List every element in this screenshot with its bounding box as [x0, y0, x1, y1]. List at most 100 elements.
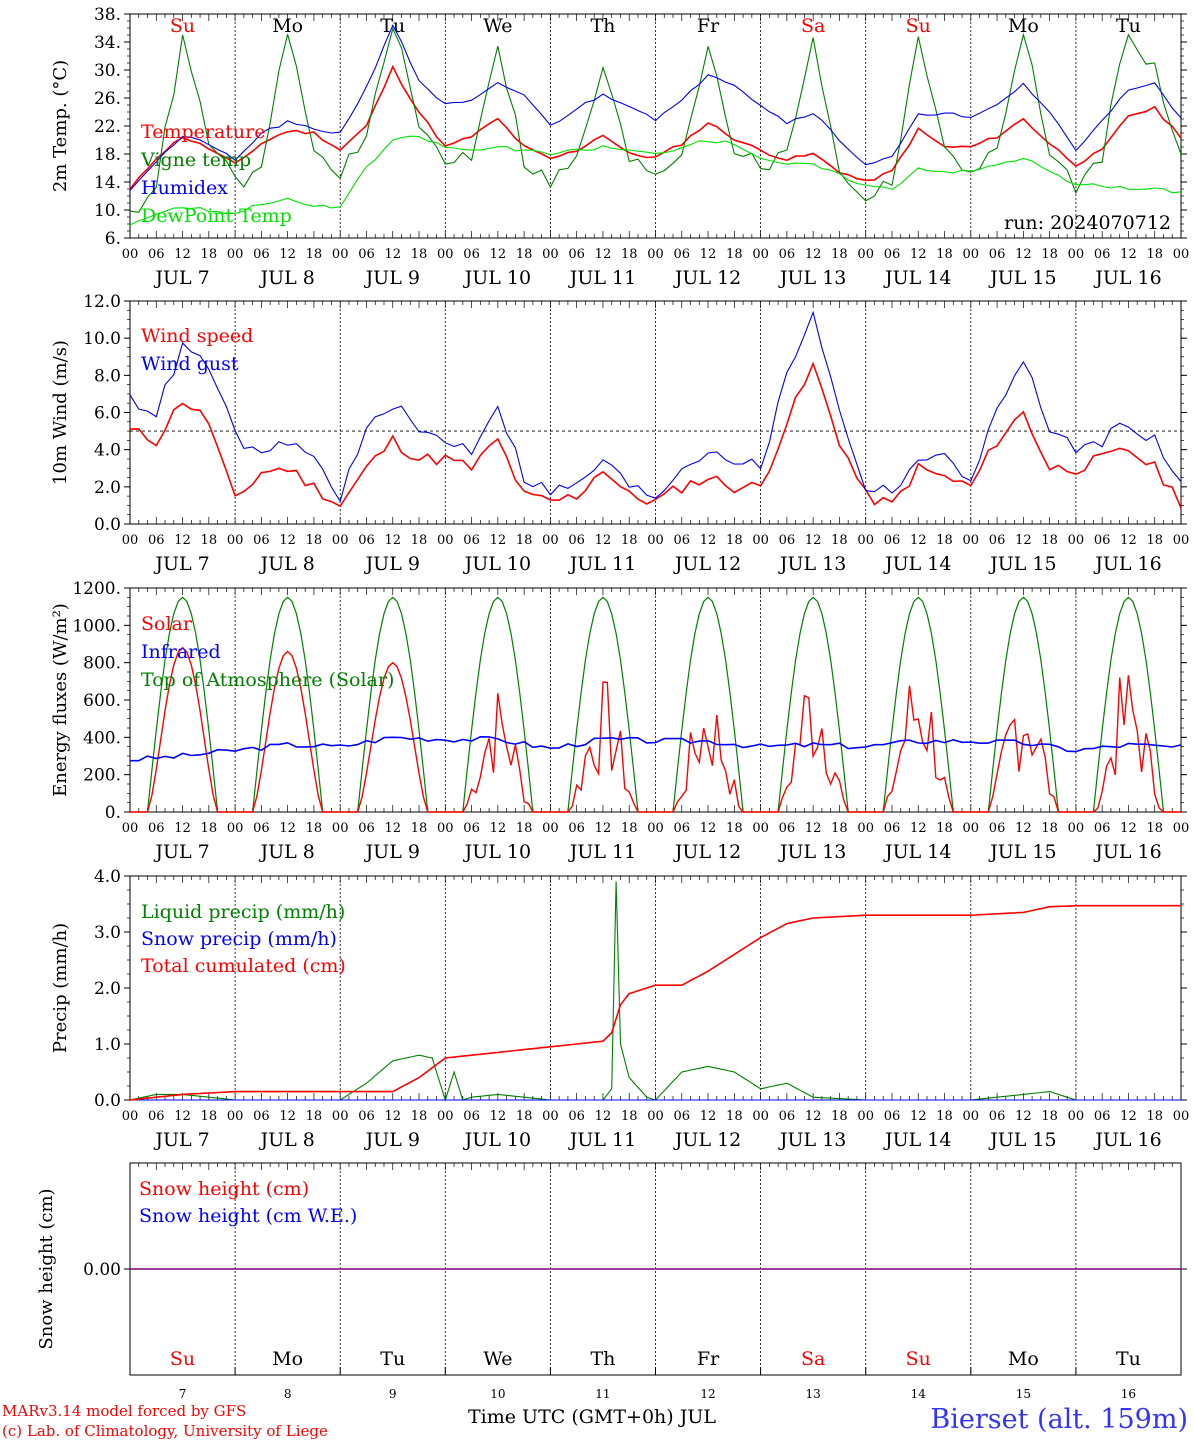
- energy-date-label: JUL 11: [568, 841, 636, 863]
- wind-ytick-label: 4.0: [94, 441, 121, 461]
- precip-hour-label: 18: [411, 1109, 428, 1124]
- energy-hour-label: 12: [805, 821, 822, 836]
- precip-date-label: JUL 11: [568, 1129, 636, 1151]
- wind-hour-label: 06: [779, 533, 796, 548]
- wind-hour-label: 06: [358, 533, 375, 548]
- energy-hour-label: 18: [831, 821, 848, 836]
- wind-hour-label: 06: [884, 533, 901, 548]
- snow-date-label: 8: [284, 1387, 292, 1401]
- energy-hour-label: 00: [542, 821, 559, 836]
- snow-date-label: 11: [595, 1387, 610, 1401]
- temp-hour-label: 00: [857, 247, 874, 262]
- energy-hour-label: 00: [122, 821, 139, 836]
- temp-day-name: Fr: [697, 15, 720, 37]
- temp-ytick-label: 10.: [94, 201, 121, 221]
- energy-hour-label: 06: [148, 821, 165, 836]
- precip-hour-label: 18: [306, 1109, 323, 1124]
- snow-day-name: Fr: [697, 1348, 720, 1370]
- temp-legend-temperature: Temperature: [141, 121, 265, 143]
- wind-date-label: JUL 13: [778, 553, 846, 575]
- precip-hour-label: 18: [621, 1109, 638, 1124]
- temp-date-label: JUL 16: [1093, 267, 1161, 289]
- wind-hour-label: 18: [516, 533, 533, 548]
- wind-hour-label: 12: [174, 533, 191, 548]
- precip-hour-label: 12: [384, 1109, 401, 1124]
- wind-date-label: JUL 11: [568, 553, 636, 575]
- precip-hour-label: 00: [1068, 1109, 1085, 1124]
- wind-ytick-label: 8.0: [94, 366, 121, 386]
- wind-hour-label: 06: [463, 533, 480, 548]
- wind-date-label: JUL 14: [883, 553, 951, 575]
- precip-hour-label: 00: [542, 1109, 559, 1124]
- temp-hour-label: 12: [700, 247, 717, 262]
- wind-date-label: JUL 15: [988, 553, 1056, 575]
- precip-hour-label: 00: [437, 1109, 454, 1124]
- energy-hour-label: 00: [963, 821, 980, 836]
- temp-hour-label: 00: [437, 247, 454, 262]
- precip-series-total-cumulated-cm-: [129, 904, 1181, 1101]
- wind-hour-label: 06: [253, 533, 270, 548]
- wind-date-label: JUL 10: [463, 553, 531, 575]
- wind-hour-label: 12: [490, 533, 507, 548]
- wind-hour-label: 12: [700, 533, 717, 548]
- snow-date-label: 14: [911, 1387, 927, 1401]
- temp-hour-label: 06: [989, 247, 1006, 262]
- wind-hour-label: 06: [148, 533, 165, 548]
- precip-date-label: JUL 8: [258, 1129, 314, 1151]
- temp-series-vigne-temp: [129, 27, 1182, 213]
- wind-panel: 0.0 2.0 4.0 6.0 8.0 10.0 12.0 10m Wind (m/s) 00 0…: [50, 292, 1189, 575]
- temp-hour-label: 18: [936, 247, 953, 262]
- temp-day-name: Su: [170, 15, 195, 37]
- energy-hour-label: 18: [516, 821, 533, 836]
- temp-hour-label: 06: [1094, 247, 1111, 262]
- snow-legend-snow-height-cm-w-e-: Snow height (cm W.E.): [139, 1205, 357, 1227]
- precip-hour-label: 06: [358, 1109, 375, 1124]
- temp-hour-label: 18: [1041, 247, 1058, 262]
- temp-series-dewpoint-temp: [129, 135, 1182, 226]
- energy-hour-label: 06: [884, 821, 901, 836]
- wind-hour-label: 00: [437, 533, 454, 548]
- precip-hour-label: 00: [122, 1109, 139, 1124]
- precip-hour-label: 18: [726, 1109, 743, 1124]
- wind-hour-label: 00: [752, 533, 769, 548]
- energy-legend-solar: Solar: [141, 613, 193, 635]
- precip-panel: 0.0 1.0 2.0 3.0 4.0 Precip (mm/h) 00 06 12 18 JUL …: [50, 867, 1189, 1151]
- temp-panel: 6. 10. 14. 18. 22. 26. 30. 34. 38. 2m Temp. (°C) 0…: [50, 5, 1189, 289]
- energy-hour-label: 12: [1015, 821, 1032, 836]
- snow-date-label: 16: [1121, 1387, 1136, 1401]
- wind-hour-label: 12: [595, 533, 612, 548]
- precip-hour-label: 06: [253, 1109, 270, 1124]
- precip-hour-label: 00: [1173, 1109, 1190, 1124]
- energy-hour-label: 00: [752, 821, 769, 836]
- temp-hour-label: 00: [1173, 247, 1190, 262]
- wind-hour-label: 18: [831, 533, 848, 548]
- wind-hour-label: 00: [857, 533, 874, 548]
- energy-ytick-label: 1000.: [72, 616, 121, 636]
- snow-day-name: Su: [170, 1348, 195, 1370]
- wind-series-wind-speed: [129, 361, 1182, 509]
- temp-hour-label: 12: [279, 247, 296, 262]
- energy-hour-label: 12: [700, 821, 717, 836]
- temp-ytick-label: 18.: [94, 145, 121, 165]
- precip-hour-label: 00: [227, 1109, 244, 1124]
- wind-hour-label: 00: [332, 533, 349, 548]
- energy-legend-top-of-atmosphere-solar-: Top of Atmosphere (Solar): [141, 669, 394, 691]
- energy-hour-label: 12: [174, 821, 191, 836]
- energy-hour-label: 12: [490, 821, 507, 836]
- energy-date-label: JUL 12: [673, 841, 741, 863]
- snow-day-name: We: [483, 1348, 512, 1370]
- temp-day-name: We: [483, 15, 512, 37]
- energy-hour-label: 12: [910, 821, 927, 836]
- temp-hour-label: 18: [516, 247, 533, 262]
- energy-hour-label: 18: [306, 821, 323, 836]
- temp-hour-label: 12: [595, 247, 612, 262]
- run-annotation: run: 2024070712: [1004, 212, 1171, 234]
- temp-hour-label: 12: [1015, 247, 1032, 262]
- wind-ytick-label: 10.0: [83, 329, 121, 349]
- precip-ytick-label: 2.0: [94, 979, 121, 999]
- precip-hour-label: 18: [516, 1109, 533, 1124]
- precip-hour-label: 18: [936, 1109, 953, 1124]
- wind-hour-label: 00: [227, 533, 244, 548]
- wind-hour-label: 00: [122, 533, 139, 548]
- precip-ytick-label: 0.0: [94, 1091, 121, 1111]
